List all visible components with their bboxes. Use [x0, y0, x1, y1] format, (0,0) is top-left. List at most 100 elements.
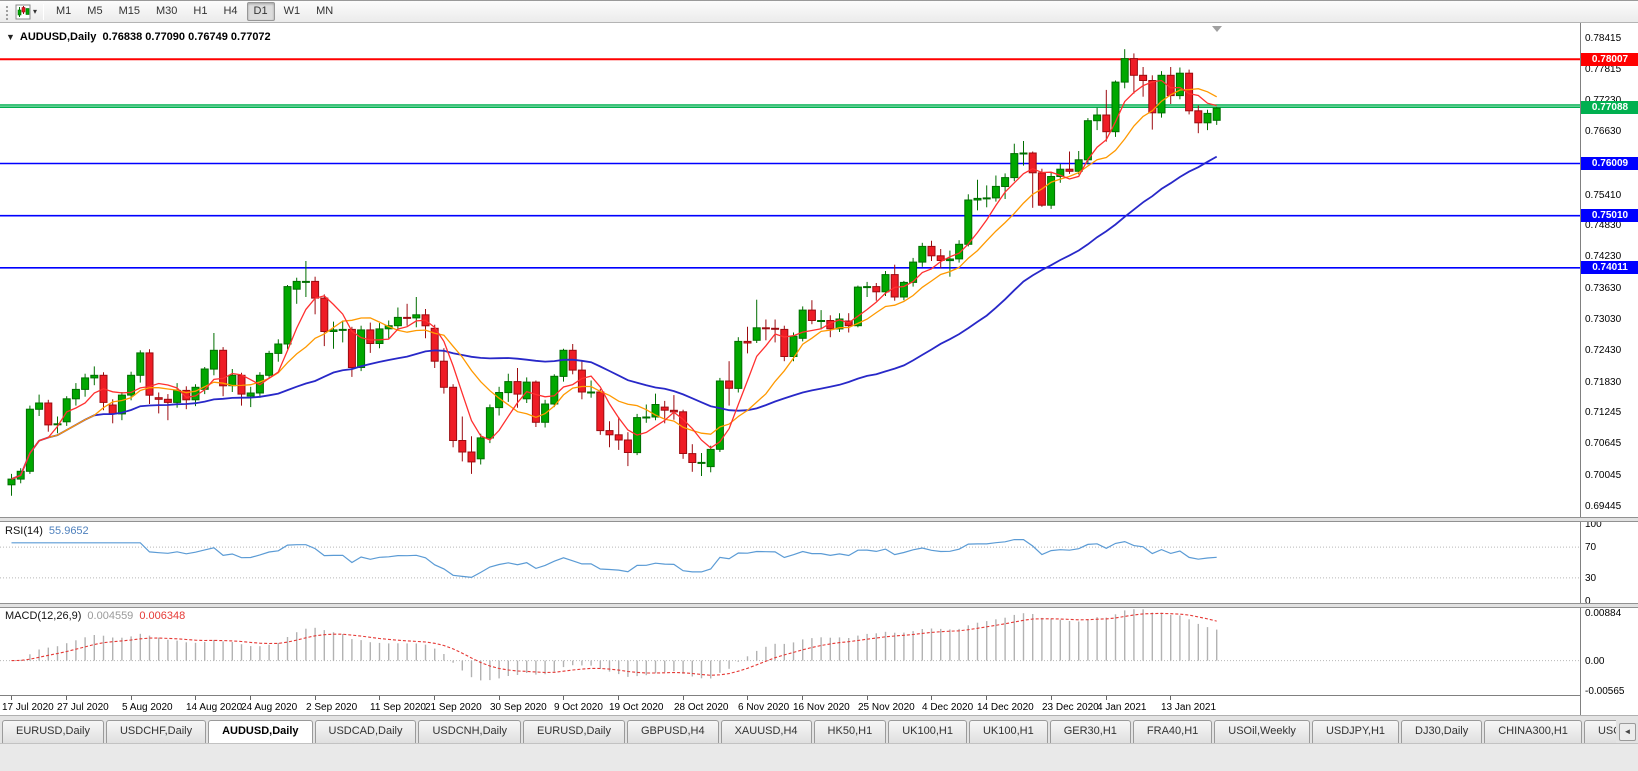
chart-tab[interactable]: HK50,H1: [813, 720, 887, 744]
price-chart-canvas[interactable]: [0, 23, 1580, 517]
timeframe-button-mn[interactable]: MN: [316, 5, 334, 17]
bottom-filler: [0, 743, 1638, 771]
time-axis-tick: [434, 696, 435, 700]
chart-tab[interactable]: GER30,H1: [1049, 720, 1131, 744]
rsi-scale-label: 70: [1585, 542, 1597, 553]
candle-body: [752, 327, 761, 341]
rsi-canvas[interactable]: [0, 522, 1580, 603]
timeframe-button-m5[interactable]: M5: [87, 5, 103, 17]
chart-tab[interactable]: DJ30,Daily: [1401, 720, 1483, 744]
toolbar-separator: [43, 3, 45, 20]
candle-body: [127, 374, 136, 396]
timeframe-button-m30[interactable]: M30: [155, 5, 178, 17]
rsi-scale-label: 100: [1585, 519, 1602, 530]
candle-body: [945, 258, 954, 262]
chart-tab[interactable]: FRA40,H1: [1132, 720, 1213, 744]
candle-body: [761, 327, 770, 330]
time-axis-label: 17 Jul 2020: [2, 702, 54, 713]
panel-splitter-rsi[interactable]: [0, 517, 1638, 522]
candle-body: [587, 391, 596, 394]
candle-body: [90, 374, 99, 379]
candle-body: [1120, 58, 1129, 83]
time-axis-label: 23 Dec 2020: [1042, 702, 1099, 713]
candle-body: [991, 185, 1000, 199]
candle-body: [872, 286, 881, 293]
chart-tab[interactable]: GBPUSD,H4: [627, 720, 719, 744]
candle-body: [145, 352, 154, 396]
candle-body: [412, 314, 421, 319]
timeframe-button-h4[interactable]: H4: [223, 5, 238, 17]
candle-body: [44, 402, 53, 426]
candle-body: [329, 329, 338, 332]
candle-body: [835, 318, 844, 330]
chart-tab[interactable]: USDJPY,H1: [1311, 720, 1400, 744]
candle-body: [163, 398, 172, 403]
chart-tab[interactable]: EURUSD,Daily: [523, 720, 625, 744]
chart-tab[interactable]: AUDUSD,Daily: [208, 720, 313, 744]
price-scale-label: 0.74830: [1585, 220, 1622, 231]
candle-body: [117, 394, 126, 415]
chart-icon[interactable]: [14, 4, 32, 20]
candle-body: [1157, 74, 1166, 114]
panel-splitter-macd[interactable]: [0, 603, 1638, 608]
chart-tab[interactable]: USDCAD,Daily: [314, 720, 417, 744]
toolbar-grip[interactable]: [5, 3, 10, 20]
moving-average-medium: [11, 88, 1218, 480]
candle-body: [320, 297, 329, 333]
time-axis-tick: [618, 696, 619, 700]
chart-tab[interactable]: EURUSD,Daily: [2, 720, 104, 744]
price-badge: 0.76009: [1581, 157, 1638, 170]
candle-body: [393, 316, 402, 327]
time-axis-label: 4 Jan 2021: [1097, 702, 1147, 713]
candle-body: [706, 448, 715, 468]
candle-body: [274, 343, 283, 354]
timeframe-button-m1[interactable]: M1: [56, 5, 72, 17]
timeframe-toolbar: ▾ M1 M5 M15 M30 H1 H4 D1 W1 MN: [0, 1, 1638, 23]
moving-average-slow: [11, 155, 1218, 480]
candle-body: [439, 360, 448, 388]
price-scale-label: 0.69445: [1585, 501, 1622, 512]
chart-shift-marker-icon[interactable]: [1212, 26, 1222, 32]
tab-scroll-left-button[interactable]: ◄: [1619, 723, 1636, 741]
time-axis-tick: [1051, 696, 1052, 700]
candle-body: [7, 478, 16, 486]
chart-icon-dropdown-arrow[interactable]: ▾: [33, 7, 38, 16]
timeframe-button-w1[interactable]: W1: [283, 5, 301, 17]
chart-collapse-arrow-icon[interactable]: ▼: [6, 32, 15, 42]
macd-panel: [0, 608, 1580, 695]
candle-body: [577, 369, 586, 393]
candle-body: [688, 453, 697, 464]
candle-body: [246, 392, 255, 397]
chart-tab[interactable]: USOil,Weekly: [1214, 720, 1310, 744]
timeframe-button-m15[interactable]: M15: [118, 5, 140, 17]
macd-canvas[interactable]: [0, 608, 1580, 695]
timeframe-button-h1[interactable]: H1: [193, 5, 208, 17]
rsi-line: [11, 539, 1217, 579]
candle-body: [1028, 152, 1037, 174]
time-axis-tick: [66, 696, 67, 700]
candle-body: [1212, 107, 1221, 121]
candle-body: [863, 286, 872, 289]
time-axis-label: 4 Dec 2020: [922, 702, 974, 713]
chart-tab[interactable]: CHINA300,H1: [1484, 720, 1582, 744]
chart-tab[interactable]: USDCNH,Daily: [418, 720, 522, 744]
chart-tab[interactable]: UK100,H1: [888, 720, 967, 744]
price-scale-label: 0.76630: [1585, 126, 1622, 137]
time-axis-tick: [931, 696, 932, 700]
timeframe-buttons: M1 M5 M15 M30 H1 H4 D1 W1 MN: [48, 2, 341, 21]
chart-tab[interactable]: USDCHF,Daily: [105, 720, 207, 744]
time-axis-tick: [802, 696, 803, 700]
chart-tab[interactable]: UK100,H1: [968, 720, 1048, 744]
chart-tab[interactable]: XAUUSD,H4: [720, 720, 812, 744]
price-scale[interactable]: 0.78415 0.77815 0.77230 0.76630 0.75410 0.748…: [1580, 23, 1638, 715]
time-axis[interactable]: 17 Jul 2020 27 Jul 2020 5 Aug 2020 14 Aug 2…: [0, 695, 1580, 715]
price-scale-label: 0.70045: [1585, 470, 1622, 481]
candle-body: [936, 255, 945, 262]
candle-body: [136, 352, 145, 376]
timeframe-button-d1[interactable]: D1: [246, 2, 275, 21]
candle-body: [853, 286, 862, 327]
macd-main-value: 0.004559: [87, 610, 134, 622]
time-axis-tick: [1170, 696, 1171, 700]
chart-tab[interactable]: USOil,: [1583, 720, 1616, 744]
candle-body: [357, 329, 366, 368]
